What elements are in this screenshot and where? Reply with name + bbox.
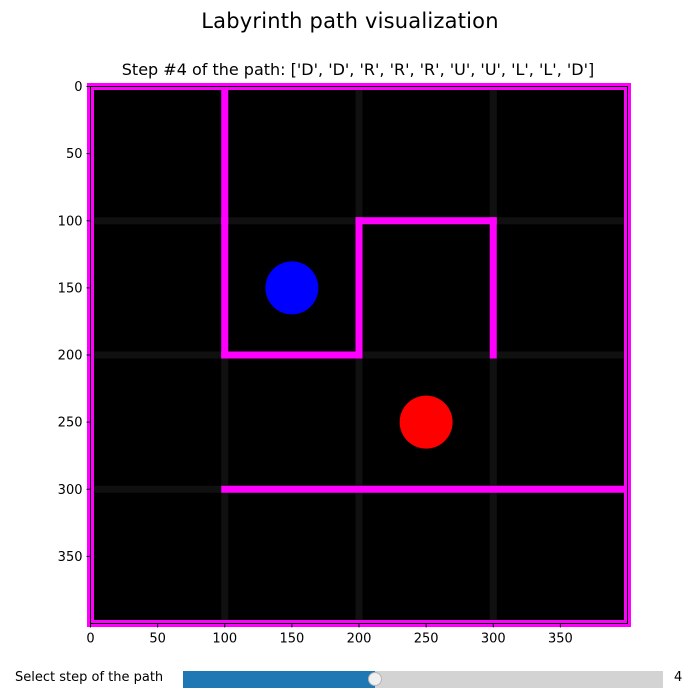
axis-ticks: 0 50 100 150 200 250 300 350 0 50 100 150 200 250 300 3…: [58, 80, 573, 647]
slider-handle[interactable]: [368, 672, 382, 686]
x-tick-label: 50: [149, 632, 166, 647]
slider-fill: [183, 671, 375, 688]
slider-value: 4: [674, 670, 683, 685]
x-tick-label: 250: [414, 632, 439, 647]
goal-position-marker: [399, 395, 453, 449]
x-tick-label: 150: [279, 632, 304, 647]
x-tick-label: 100: [212, 632, 237, 647]
y-tick-label: 200: [58, 349, 83, 364]
y-tick-label: 0: [74, 80, 82, 95]
x-tick-label: 300: [481, 632, 506, 647]
y-tick-label: 250: [58, 416, 83, 431]
y-tick-label: 300: [58, 483, 83, 498]
y-tick-label: 350: [58, 550, 83, 565]
x-tick-label: 0: [86, 632, 94, 647]
axes-title: Step #4 of the path: ['D', 'D', 'R', 'R'…: [121, 60, 595, 79]
step-slider[interactable]: [183, 671, 663, 688]
slider-label: Select step of the path: [15, 670, 164, 685]
y-tick-label: 150: [58, 281, 83, 296]
x-tick-label: 350: [548, 632, 573, 647]
y-tick-label: 100: [58, 214, 83, 229]
current-position-marker: [265, 261, 319, 315]
position-markers: [265, 261, 453, 449]
y-tick-label: 50: [66, 147, 83, 162]
x-tick-label: 200: [347, 632, 372, 647]
figure-title: Labyrinth path visualization: [201, 9, 499, 33]
